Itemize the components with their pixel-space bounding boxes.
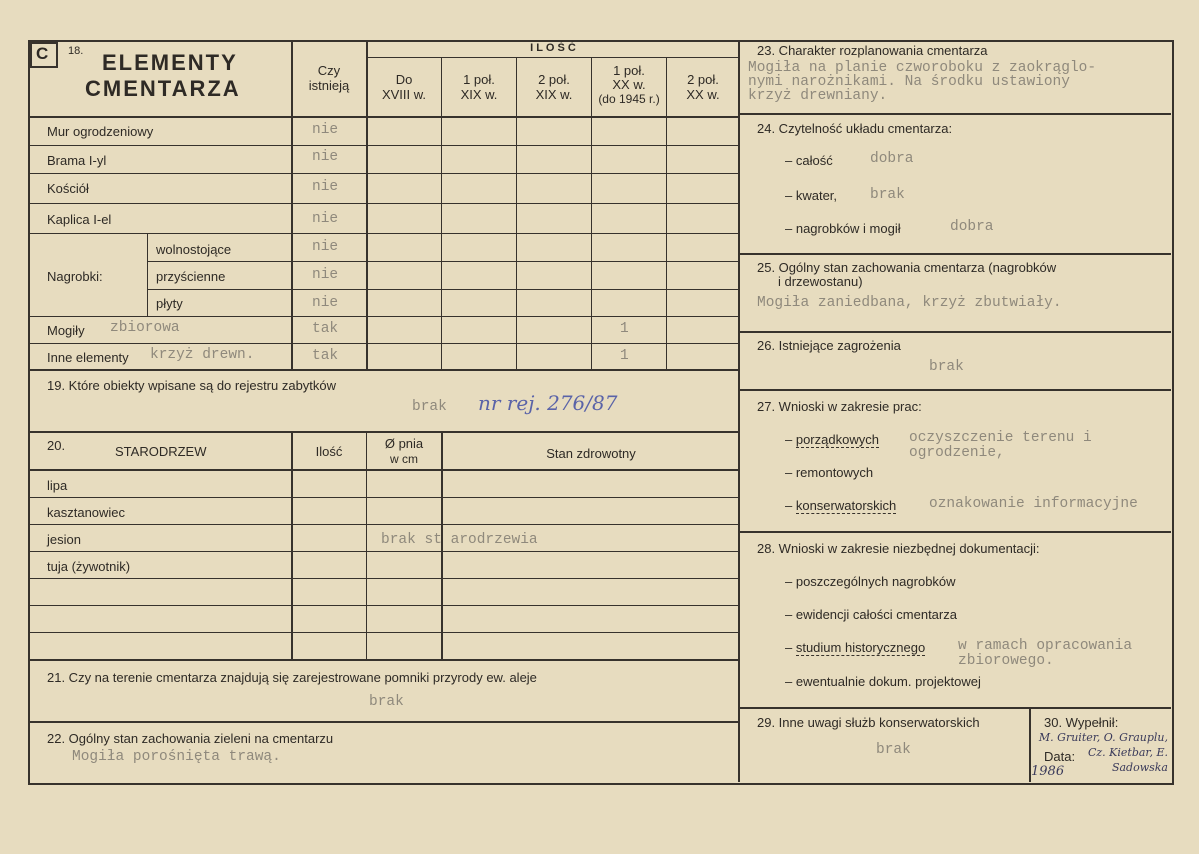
section-26-label: 26. Istniejące zagrożenia — [757, 338, 901, 353]
row-label: Mur ogrodzeniowy — [47, 124, 154, 139]
section-24-label: 24. Czytelność układu cmentarza: — [757, 121, 953, 136]
row-label: Brama I-yl — [47, 153, 107, 168]
section-19-typed: brak — [412, 399, 447, 415]
item-label: – ewidencji całości cmentarza — [785, 607, 957, 622]
section-20-number: 20. — [47, 438, 66, 453]
col-health-header: Stan zdrowotny — [546, 446, 636, 461]
row-extra: krzyż drewn. — [150, 347, 255, 363]
section-20-typed: brak st arodrzewia — [381, 532, 538, 548]
row-label: wolnostojące — [156, 242, 232, 257]
section-letter-box — [30, 42, 58, 68]
divider — [28, 431, 739, 433]
exists-value: tak — [312, 348, 339, 364]
col-exists-header: Czy istnieją — [308, 63, 350, 93]
form-border — [28, 40, 1174, 785]
section-18-number: 18. — [68, 45, 84, 57]
ilosc-header: I L O Ś Ć — [530, 42, 576, 54]
item-label: – ewentualnie dokum. projektowej — [785, 674, 981, 689]
item-value: oczyszczenie terenu i ogrodzenie, — [909, 430, 1092, 461]
period-header: 1 poł. XIX w. — [460, 72, 498, 102]
nagrobki-label: Nagrobki: — [47, 269, 103, 284]
row-label: Inne elementy — [47, 350, 129, 365]
section-23-label: 23. Charakter rozplanowania cmentarza — [757, 43, 988, 58]
date-label: Data: — [1044, 749, 1076, 764]
divider — [28, 721, 739, 723]
divider — [739, 389, 1171, 391]
row-extra: zbiorowa — [110, 320, 180, 336]
row-label: przyścienne — [156, 269, 226, 284]
exists-value: nie — [312, 122, 339, 138]
row-label: płyty — [156, 296, 183, 311]
section-29-typed: brak — [876, 742, 911, 758]
section-22-typed: Mogiła porośnięta trawą. — [72, 749, 281, 765]
tree-row: kasztanowiec — [47, 505, 126, 520]
row-label: Kościół — [47, 181, 89, 196]
item-label: – poszczególnych nagrobków — [785, 574, 956, 589]
item-label: – porządkowych — [785, 432, 879, 448]
signature-names: M. Gruiter, O. Grauplu, Cz. Kietbar, E. … — [1038, 731, 1168, 774]
section-29-label: 29. Inne uwagi służb konserwatorskich — [757, 715, 980, 730]
section-25-label: 25. Ogólny stan zachowania cmentarza (na… — [757, 260, 1057, 289]
item-value: dobra — [950, 219, 994, 235]
divider — [739, 531, 1171, 533]
tree-row: lipa — [47, 478, 68, 493]
section-21-typed: brak — [369, 694, 404, 710]
period-header: 1 poł. XX w. (do 1945 r.) — [598, 63, 660, 107]
row-label: Kaplica I-el — [47, 212, 112, 227]
section-19-handwritten: nr rej. 276/87 — [478, 391, 618, 415]
section-20-title: STARODRZEW — [115, 444, 207, 459]
item-value: brak — [870, 187, 905, 203]
item-value: w ramach opracowania zbiorowego. — [958, 638, 1133, 669]
center-divider — [738, 40, 740, 782]
exists-value: nie — [312, 295, 339, 311]
section-21-label: 21. Czy na terenie cmentarza znajdują si… — [47, 670, 537, 685]
count-value: 1 — [620, 321, 629, 337]
exists-value: nie — [312, 211, 339, 227]
period-header: Do XVIII w. — [381, 72, 427, 102]
divider — [1029, 707, 1031, 782]
divider — [739, 707, 1171, 709]
signature-year: 1986 — [1031, 764, 1065, 779]
item-label: – remontowych — [785, 465, 874, 480]
divider — [739, 113, 1171, 115]
item-label: – kwater, — [785, 188, 838, 203]
section-30-label: 30. Wypełnił: — [1044, 715, 1119, 730]
section-27-label: 27. Wnioski w zakresie prac: — [757, 399, 922, 414]
exists-value: nie — [312, 179, 339, 195]
tree-row: jesion — [47, 532, 81, 547]
count-value: 1 — [620, 348, 629, 364]
section-25-typed: Mogiła zaniedbana, krzyż zbutwiały. — [757, 295, 1062, 311]
row-label: Mogiły — [47, 323, 85, 338]
section-letter: C — [36, 44, 49, 63]
section-28-label: 28. Wnioski w zakresie niezbędnej dokume… — [757, 541, 1040, 556]
exists-value: nie — [312, 267, 339, 283]
tree-row: tuja (żywotnik) — [47, 559, 131, 574]
period-header: 2 poł. XX w. — [686, 72, 720, 102]
item-label: – całość — [785, 153, 833, 168]
item-label: – studium historycznego — [785, 640, 926, 656]
section-23-typed: Mogiła na planie czworoboku z zaokrąglo-… — [748, 60, 1097, 104]
section-19-label: 19. Które obiekty wpisane są do rejestru… — [47, 378, 337, 393]
item-label: – konserwatorskich — [785, 498, 897, 514]
item-value: dobra — [870, 151, 914, 167]
exists-value: nie — [312, 239, 339, 255]
col-count-header: Ilość — [315, 444, 343, 459]
section-18-title-2: CMENTARZA — [85, 76, 241, 101]
exists-value: tak — [312, 321, 339, 337]
col-diameter-header: Ø pnia w cm — [384, 436, 424, 466]
section-22-label: 22. Ogólny stan zachowania zieleni na cm… — [47, 731, 334, 746]
exists-value: nie — [312, 149, 339, 165]
item-value: oznakowanie informacyjne — [929, 496, 1138, 512]
divider — [739, 331, 1171, 333]
divider — [739, 253, 1171, 255]
section-26-typed: brak — [929, 359, 964, 375]
section-18-title-1: ELEMENTY — [102, 50, 238, 75]
item-label: – nagrobków i mogił — [785, 221, 901, 236]
period-header: 2 poł. XIX w. — [535, 72, 573, 102]
